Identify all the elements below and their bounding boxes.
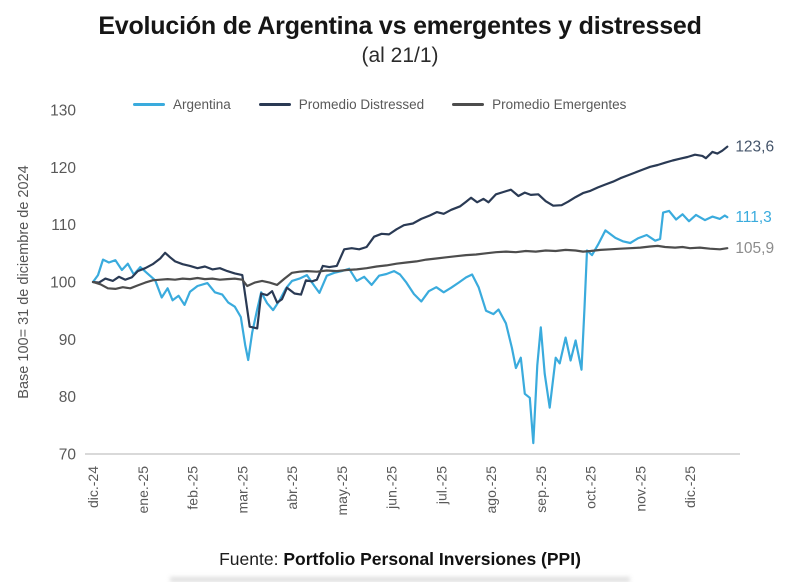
- x-tick-label: may.-25: [334, 466, 350, 516]
- x-tick-label: dic.-25: [682, 466, 698, 508]
- y-tick-label: 80: [59, 389, 77, 406]
- page-title: Evolución de Argentina vs emergentes y d…: [98, 12, 702, 40]
- x-tick-label: jun.-25: [384, 466, 400, 510]
- end-value-label-promedio-emergentes: 105,9: [735, 240, 774, 257]
- x-tick-label: dic.-24: [85, 466, 101, 508]
- x-tick-label: oct.-25: [583, 466, 599, 509]
- legend-swatch-distressed: [258, 103, 291, 106]
- legend-swatch-emergentes: [452, 103, 485, 106]
- legend-item-distressed: Promedio Distressed: [258, 97, 425, 112]
- legend-item-argentina: Argentina: [133, 97, 231, 112]
- legend-label-argentina: Argentina: [173, 97, 231, 112]
- cropped-text-smudge: [170, 577, 630, 582]
- legend-label-distressed: Promedio Distressed: [298, 97, 425, 112]
- y-tick-label: 100: [50, 275, 76, 292]
- x-tick-label: ago.-25: [483, 466, 499, 514]
- y-tick-label: 110: [51, 217, 76, 234]
- y-tick-label: 130: [50, 103, 76, 120]
- legend-item-emergentes: Promedio Emergentes: [452, 97, 626, 112]
- x-tick-label: sep.-25: [533, 466, 549, 513]
- end-value-label-argentina: 111,3: [735, 209, 772, 226]
- legend-swatch-argentina: [133, 103, 165, 106]
- series-line-argentina: [91, 209, 729, 445]
- y-tick-label: 90: [59, 332, 77, 349]
- y-tick-label: 120: [50, 160, 76, 177]
- x-tick-label: abr.-25: [284, 466, 300, 510]
- series-line-promedio-distressed: [91, 145, 729, 330]
- y-tick-label: 70: [59, 447, 77, 464]
- series-line-promedio-emergentes: [91, 244, 729, 290]
- source-prefix: Fuente:: [219, 549, 279, 569]
- x-tick-label: jul.-25: [433, 466, 449, 505]
- x-tick-label: mar.-25: [234, 466, 250, 514]
- end-value-label-promedio-distressed: 123,6: [735, 139, 774, 156]
- legend-label-emergentes: Promedio Emergentes: [492, 97, 627, 112]
- x-tick-label: ene.-25: [135, 466, 151, 514]
- source-name-text: Portfolio Personal Inversiones (PPI): [283, 549, 581, 569]
- chart-subtitle: (al 21/1): [361, 44, 439, 67]
- source-footer: Fuente: Portfolio Personal Inversiones (…: [0, 549, 800, 570]
- x-tick-label: feb.-25: [185, 466, 201, 510]
- source-name: Portfolio Personal Inversiones (PPI): [283, 549, 581, 569]
- legend: Argentina Promedio Distressed Promedio E…: [133, 97, 626, 112]
- x-tick-label: nov.-25: [632, 466, 648, 512]
- y-axis-title: Base 100= 31 de diciembre de 2024: [16, 165, 32, 398]
